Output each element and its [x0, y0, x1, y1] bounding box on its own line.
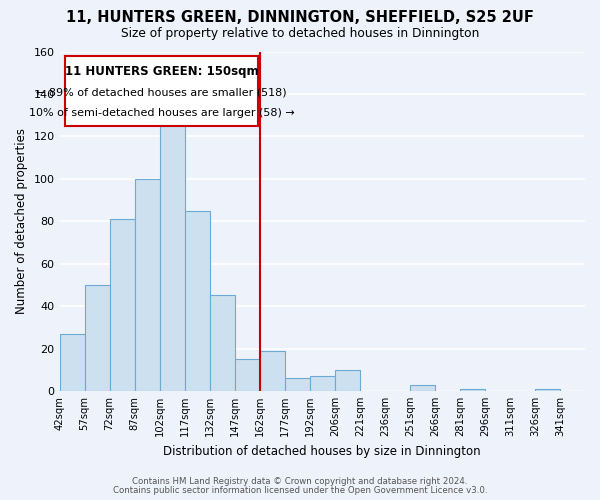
Bar [335, 370, 360, 391]
Bar [160, 115, 185, 391]
Bar [235, 359, 260, 391]
Bar [110, 219, 134, 391]
Bar [410, 384, 435, 391]
Text: Size of property relative to detached houses in Dinnington: Size of property relative to detached ho… [121, 28, 479, 40]
Y-axis label: Number of detached properties: Number of detached properties [15, 128, 28, 314]
Bar [535, 389, 560, 391]
Bar [134, 179, 160, 391]
Bar [85, 285, 110, 391]
X-axis label: Distribution of detached houses by size in Dinnington: Distribution of detached houses by size … [163, 444, 481, 458]
Text: Contains HM Land Registry data © Crown copyright and database right 2024.: Contains HM Land Registry data © Crown c… [132, 477, 468, 486]
Bar [59, 334, 85, 391]
Bar [209, 296, 235, 391]
Bar [185, 210, 209, 391]
Text: 11, HUNTERS GREEN, DINNINGTON, SHEFFIELD, S25 2UF: 11, HUNTERS GREEN, DINNINGTON, SHEFFIELD… [66, 10, 534, 25]
Bar [460, 389, 485, 391]
Text: Contains public sector information licensed under the Open Government Licence v3: Contains public sector information licen… [113, 486, 487, 495]
Bar [310, 376, 335, 391]
Bar [285, 378, 310, 391]
Bar [260, 350, 285, 391]
